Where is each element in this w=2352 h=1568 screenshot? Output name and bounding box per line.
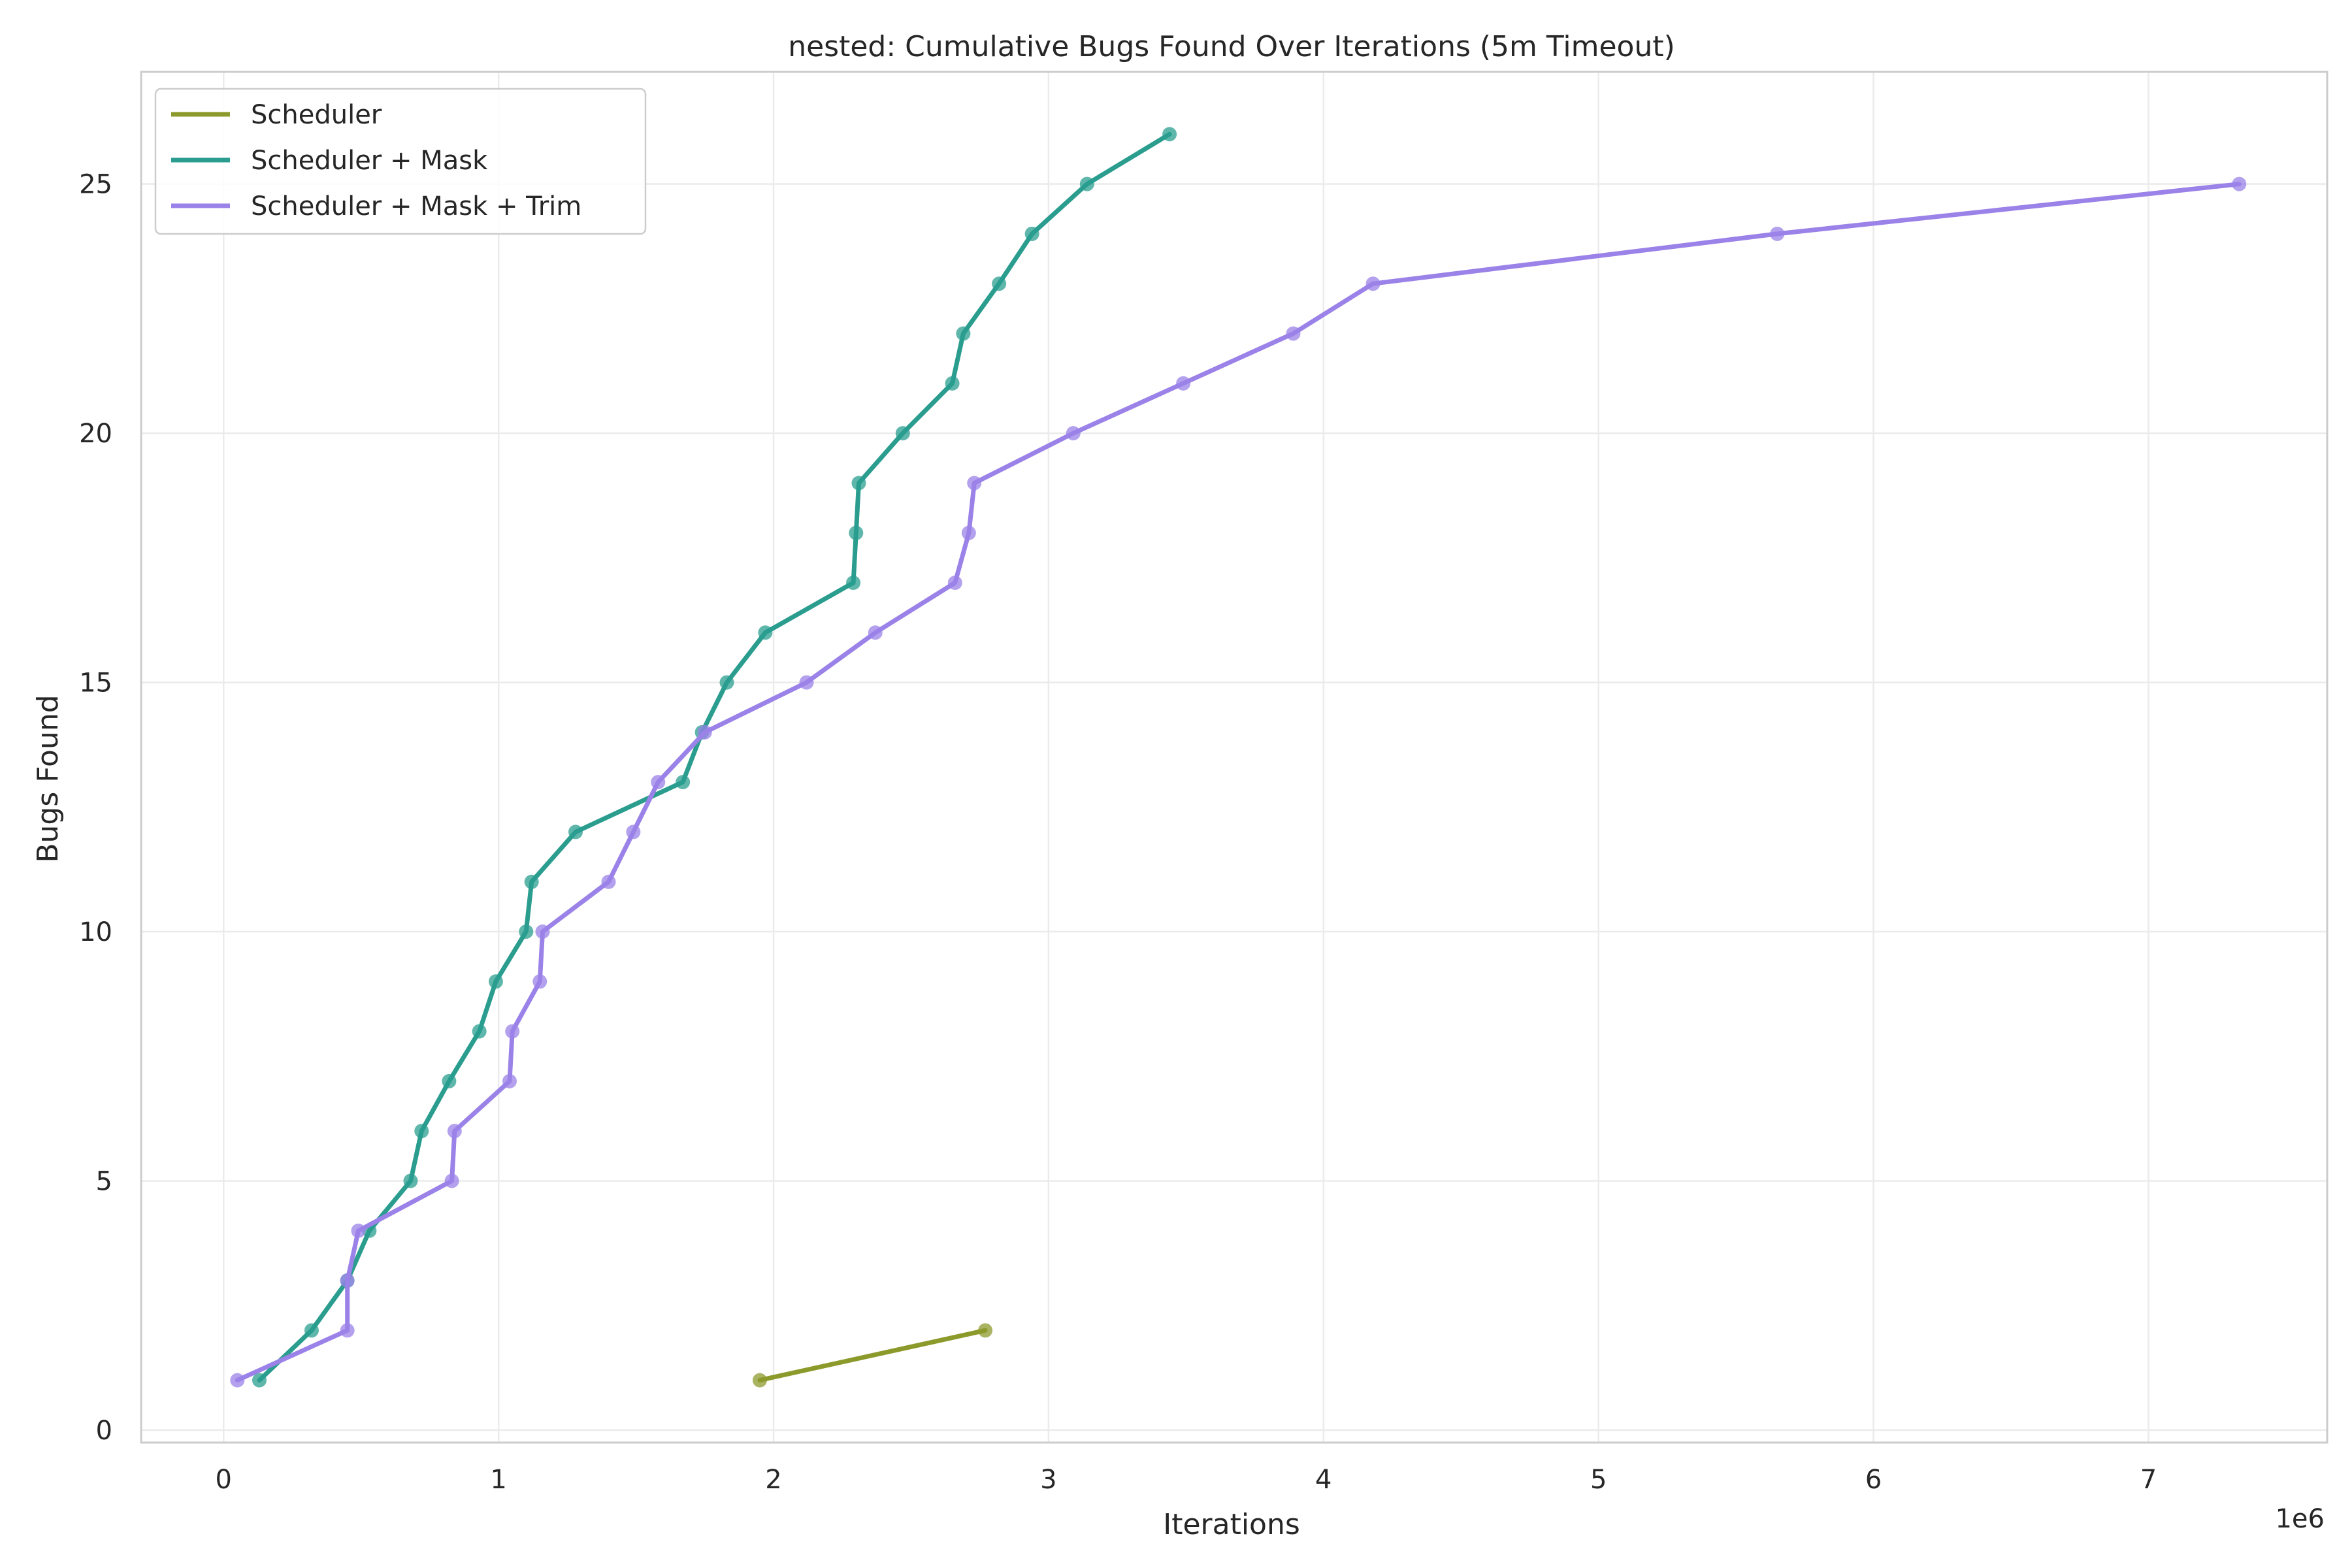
x-tick-label: 4 (1315, 1465, 1331, 1495)
data-point (340, 1323, 355, 1338)
series-line (257, 131, 1172, 1383)
x-axis-label: Iterations (1163, 1508, 1300, 1541)
plot-frame (140, 71, 2328, 1444)
data-point (947, 575, 962, 590)
data-point (568, 825, 583, 840)
data-point (1066, 426, 1081, 441)
data-point (967, 476, 982, 491)
data-point (488, 974, 503, 989)
data-point (895, 426, 910, 441)
data-point (945, 376, 960, 391)
data-point (868, 625, 883, 640)
x-tick-label: 0 (216, 1465, 232, 1495)
data-point (1079, 176, 1094, 191)
data-point (230, 1373, 245, 1388)
data-point (978, 1323, 993, 1338)
data-point (676, 775, 691, 790)
data-point (1024, 226, 1039, 241)
series-3 (230, 176, 2247, 1388)
x-tick-label: 7 (2140, 1465, 2157, 1495)
grid (141, 72, 2327, 1443)
legend: Scheduler Scheduler + Mask Scheduler + Mas… (154, 88, 647, 235)
y-axis-ticks: 0 5 10 15 20 25 (79, 170, 112, 1446)
data-point (304, 1323, 319, 1338)
data-point (758, 625, 773, 640)
x-tick-label: 1 (490, 1465, 506, 1495)
data-point (1162, 127, 1177, 142)
data-point (961, 525, 976, 540)
data-point (1365, 276, 1380, 291)
y-tick-label: 25 (79, 170, 112, 200)
data-point (697, 725, 712, 740)
series-1 (752, 1323, 993, 1388)
data-point (1286, 326, 1301, 341)
data-point (601, 874, 616, 889)
chart-title: nested: Cumulative Bugs Found Over Itera… (788, 30, 1675, 63)
data-point (1770, 226, 1785, 241)
data-point (519, 924, 534, 939)
data-point (846, 575, 861, 590)
x-tick-label: 5 (1590, 1465, 1607, 1495)
data-point (340, 1273, 355, 1288)
y-tick-label: 20 (79, 419, 112, 449)
x-tick-label: 6 (1865, 1465, 1882, 1495)
data-point (752, 1373, 767, 1388)
data-point (651, 775, 666, 790)
data-point (502, 1073, 517, 1088)
data-point (956, 326, 971, 341)
y-tick-label: 15 (79, 668, 112, 698)
x-tick-label: 3 (1040, 1465, 1056, 1495)
data-point (2232, 176, 2247, 191)
data-point (626, 825, 641, 840)
data-point (532, 974, 547, 989)
legend-box (154, 88, 647, 235)
legend-label: Scheduler (251, 100, 382, 130)
data-point (447, 1124, 462, 1139)
data-point (799, 675, 814, 690)
x-axis-ticks: 0 1 2 3 4 5 6 7 (216, 1465, 2157, 1495)
data-point (414, 1124, 429, 1139)
data-point (851, 476, 866, 491)
data-point (442, 1073, 457, 1088)
data-point (403, 1173, 418, 1188)
data-point (1176, 376, 1191, 391)
data-point (351, 1223, 366, 1238)
data-point (719, 675, 734, 690)
data-point (252, 1373, 267, 1388)
y-tick-label: 0 (96, 1416, 112, 1446)
legend-label: Scheduler + Mask (251, 146, 488, 176)
data-point (472, 1024, 487, 1039)
legend-label: Scheduler + Mask + Trim (251, 191, 581, 221)
x-axis-offset-label: 1e6 (2275, 1504, 2325, 1534)
y-tick-label: 5 (96, 1166, 112, 1196)
y-axis-label: Bugs Found (31, 694, 65, 862)
data-point (535, 924, 550, 939)
data-point (505, 1024, 520, 1039)
data-point (992, 276, 1007, 291)
data-point (524, 874, 539, 889)
series-line (757, 1328, 988, 1383)
data-point (444, 1173, 459, 1188)
y-tick-label: 10 (79, 917, 112, 947)
x-tick-label: 2 (765, 1465, 781, 1495)
series-layer (230, 127, 2247, 1388)
data-point (849, 525, 864, 540)
